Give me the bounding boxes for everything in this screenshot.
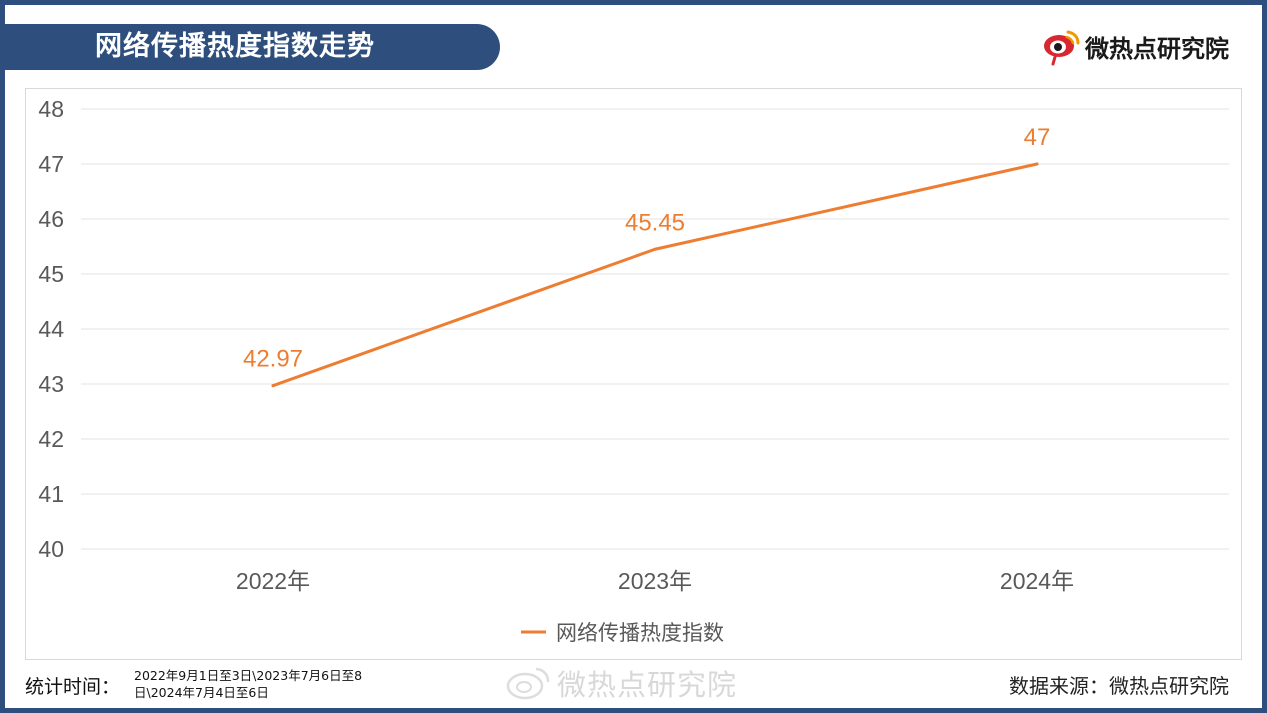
page-title: 网络传播热度指数走势: [95, 31, 375, 62]
weibo-eye-icon: [1044, 30, 1080, 66]
data-point-1: [653, 247, 657, 251]
y-tick-label-44: 44: [38, 316, 64, 342]
y-tick-label-41: 41: [38, 481, 64, 507]
data-point-2: [1035, 162, 1039, 166]
weibo-watermark-icon: [506, 667, 550, 700]
title-banner: 网络传播热度指数走势: [5, 24, 500, 70]
y-tick-label-45: 45: [38, 261, 64, 287]
data-point-0: [271, 384, 275, 388]
x-tick-label-2: 2024年: [1000, 568, 1074, 594]
y-tick-label-43: 43: [38, 371, 64, 397]
watermark-text: 微热点研究院: [557, 668, 738, 702]
y-tick-label-40: 40: [38, 536, 64, 562]
watermark: 微热点研究院: [505, 662, 737, 704]
line-chart: 40 41 42 43 44 45 46 47 48 2022年 2023年 2024年 42.97 45…: [38, 96, 1229, 645]
period-label: 统计时间：: [25, 676, 121, 698]
data-label-0: 42.97: [243, 346, 303, 373]
data-label-2: 47: [1024, 124, 1051, 151]
x-tick-label-0: 2022年: [236, 568, 310, 594]
legend-label: 网络传播热度指数: [556, 622, 724, 645]
y-tick-label-48: 48: [38, 96, 64, 122]
series-line-0: [271, 162, 1039, 388]
y-tick-label-47: 47: [38, 151, 64, 177]
data-label-1: 45.45: [625, 209, 685, 236]
y-tick-label-46: 46: [38, 206, 64, 232]
chart-panel: 40 41 42 43 44 45 46 47 48 2022年 2023年 2024年 42.97 45…: [25, 88, 1242, 660]
data-source: 数据来源：微热点研究院: [1009, 674, 1229, 698]
period-value: 2022年9月1日至3日\2023年7月6日至8日\2024年7月4日至6日: [134, 668, 363, 700]
brand-name: 微热点研究院: [1085, 34, 1229, 63]
brand-logo: 微热点研究院: [1041, 26, 1229, 66]
x-tick-label-1: 2023年: [618, 568, 692, 594]
y-tick-label-42: 42: [38, 426, 64, 452]
